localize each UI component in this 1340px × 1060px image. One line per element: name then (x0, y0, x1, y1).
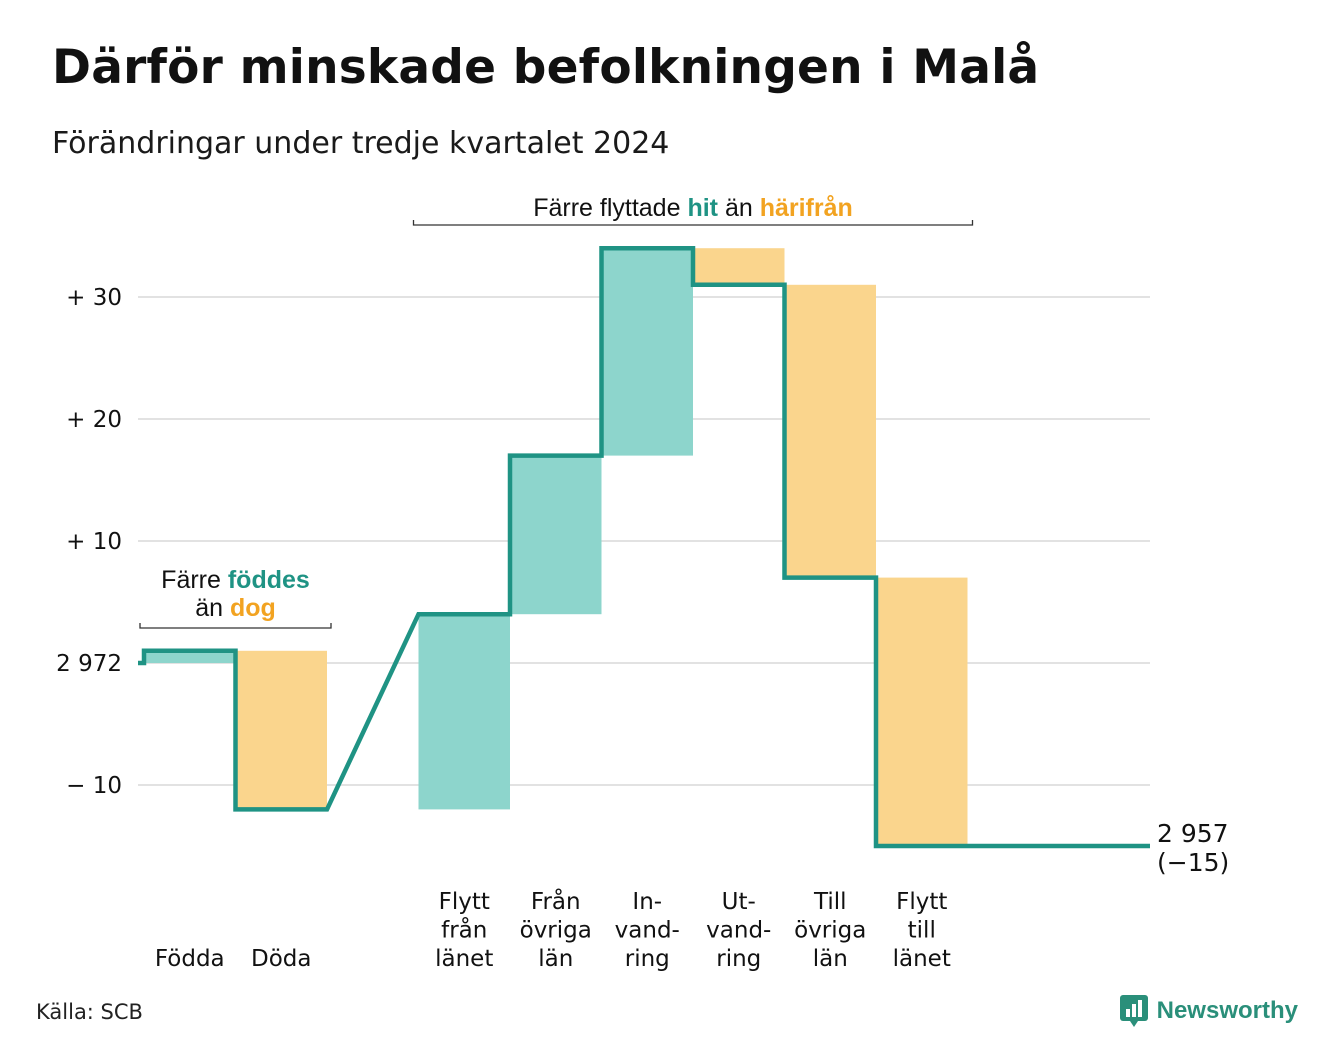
y-tick-label: + 20 (66, 407, 122, 433)
annotation-bracket (412, 220, 974, 226)
category-label: vand- (706, 918, 771, 944)
category-label: Födda (155, 946, 225, 972)
annotation-part: härifrån (760, 194, 853, 222)
category-label: Ut- (722, 889, 756, 915)
source-note: Källa: SCB (36, 1000, 143, 1024)
bar-flytt-till-länet (876, 577, 968, 846)
category-label: Döda (251, 946, 311, 972)
bar-flytt-från-länet (418, 614, 510, 810)
annotation-part: Färre (161, 566, 221, 594)
category-label: Flytt (896, 889, 947, 915)
annotation-migration: Färre flyttade hit än härifrån (533, 194, 853, 222)
category-label: länet (893, 946, 951, 972)
category-label: ring (625, 946, 670, 972)
category-label: Flytt (439, 889, 490, 915)
chart-title: Därför minskade befolkningen i Malå (52, 40, 1040, 95)
category-label: övriga (520, 918, 592, 944)
annotation-part: än (725, 194, 753, 222)
category-label: vand- (615, 918, 680, 944)
annotation-births-line1: Färre föddes (161, 566, 310, 594)
y-tick-label: 2 972 (56, 651, 122, 677)
category-label: till (908, 918, 936, 944)
bar-utvandring (693, 248, 785, 285)
bar-till-övriga-län (784, 284, 876, 578)
category-label: Från (531, 887, 581, 915)
chart-subtitle: Förändringar under tredje kvartalet 2024 (52, 126, 670, 161)
end-value-label: 2 957 (1157, 819, 1229, 848)
cumulative-step-line (138, 245, 1150, 849)
y-tick-label: + 30 (66, 285, 122, 311)
annotation-part: Färre flyttade (533, 194, 680, 222)
bar-födda (144, 650, 236, 663)
newsworthy-icon (1119, 995, 1148, 1027)
category-label: ring (716, 946, 761, 972)
category-label: In- (632, 889, 662, 915)
category-label: länet (435, 946, 493, 972)
annotation-part: föddes (228, 566, 310, 594)
bar-från-övriga-län (510, 455, 602, 615)
category-label: från (441, 916, 487, 944)
brand-logo: Newsworthy (1119, 994, 1298, 1028)
brand-name: Newsworthy (1156, 997, 1298, 1024)
bar-döda (235, 650, 327, 810)
annotation-bracket (139, 623, 332, 629)
category-label: län (538, 946, 573, 972)
category-label: Till (813, 889, 847, 915)
y-tick-label: + 10 (66, 529, 122, 555)
category-label: län (813, 946, 848, 972)
annotation-part: dog (230, 594, 276, 622)
annotation-part: hit (687, 194, 718, 222)
y-tick-label: − 10 (66, 773, 122, 799)
annotation-births-line2: än dog (195, 594, 276, 622)
bar-invandring (601, 248, 693, 456)
annotation-part: än (195, 594, 223, 622)
end-change-label: (−15) (1157, 848, 1229, 877)
category-label: övriga (794, 918, 866, 944)
